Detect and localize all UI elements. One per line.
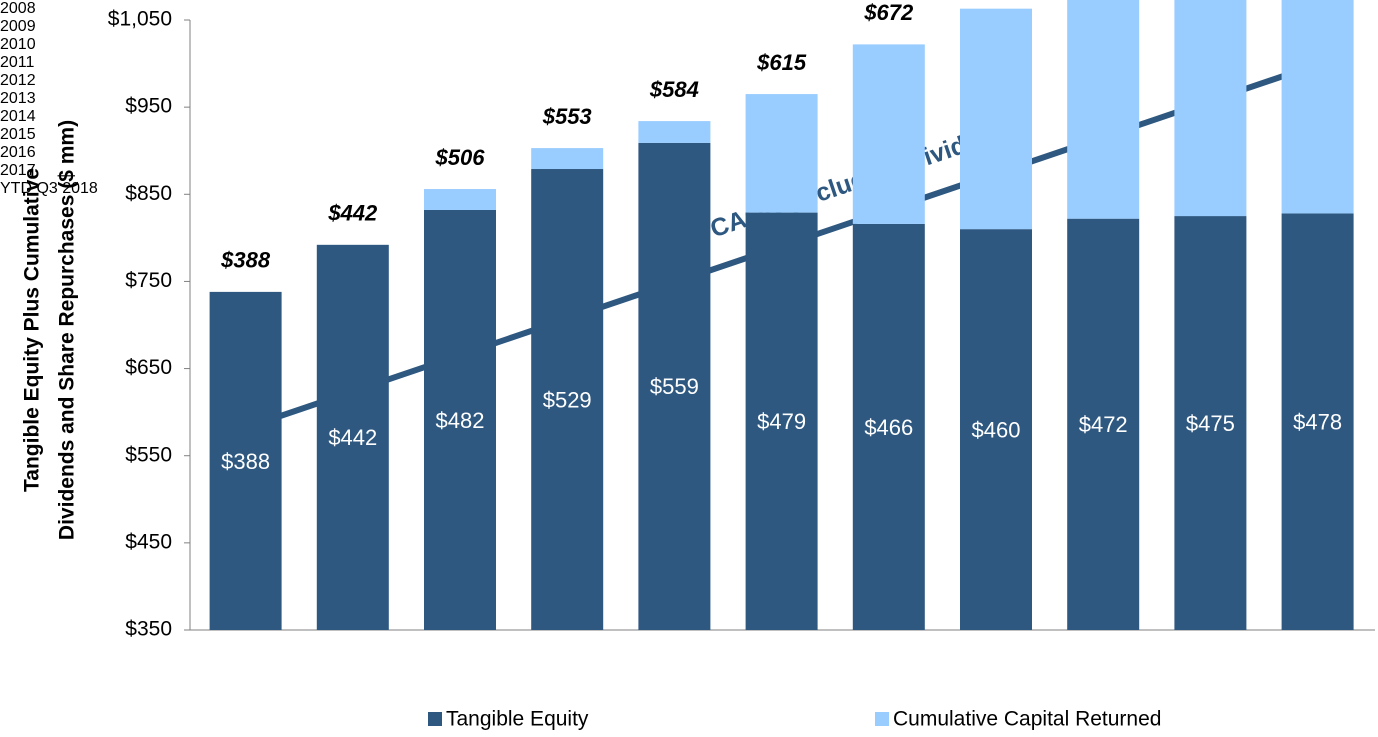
y-tick-label: $650 (125, 356, 172, 379)
legend-label: Tangible Equity (446, 708, 589, 731)
y-axis-title: Tangible Equity Plus Cumulative (21, 168, 44, 492)
legend-swatch (428, 712, 442, 726)
value-label: $529 (543, 387, 592, 412)
x-tick-label: 2014 (0, 108, 36, 125)
value-label: $472 (1079, 412, 1128, 437)
bar-segment (852, 44, 925, 224)
bar-segment (531, 169, 604, 630)
bar-segment (745, 94, 818, 213)
x-tick-label: 2013 (0, 90, 36, 107)
value-label: $442 (328, 425, 377, 450)
value-label: $559 (650, 374, 699, 399)
value-label: $479 (757, 409, 806, 434)
total-label: $388 (220, 248, 271, 273)
bar-segment (424, 209, 496, 630)
total-label: $584 (649, 77, 699, 102)
y-tick-label: $350 (125, 618, 172, 641)
total-label: $442 (327, 201, 378, 226)
total-label: $672 (863, 0, 914, 25)
y-tick-label: $850 (125, 182, 172, 205)
bar-segment (531, 148, 604, 170)
value-label: $388 (221, 449, 270, 474)
bar-segment (1174, 0, 1247, 217)
bar-segment (745, 212, 818, 631)
bar-segment (1281, 213, 1354, 630)
total-label: $553 (542, 104, 592, 129)
bar-segment (316, 244, 389, 631)
x-tick-label: 2010 (0, 36, 36, 53)
x-tick-label: 2009 (0, 18, 36, 35)
bar-segment (1281, 0, 1354, 214)
x-tick-label: 2008 (0, 0, 36, 17)
value-label: $460 (972, 417, 1021, 442)
legend-swatch (875, 712, 889, 726)
x-tick-label: 2011 (0, 54, 35, 71)
total-label: $506 (435, 145, 486, 170)
x-tick-label: 2016 (0, 144, 36, 161)
bar-segment (1067, 218, 1140, 630)
bar-segment (852, 223, 925, 630)
y-axis-title: Dividends and Share Repurchases ($ mm) (56, 120, 79, 540)
bar-segment (638, 121, 711, 143)
total-label: $615 (756, 50, 807, 75)
value-label: $482 (436, 408, 485, 433)
y-tick-label: $550 (125, 443, 172, 466)
y-tick-label: $450 (125, 530, 172, 553)
bar-segment (209, 291, 282, 630)
bar-segment (1174, 216, 1247, 631)
legend-label: Cumulative Capital Returned (893, 708, 1161, 731)
bar-segment (424, 189, 496, 210)
value-label: $478 (1293, 410, 1342, 435)
y-tick-label: $1,050 (108, 8, 172, 31)
x-tick-label: 2017 (0, 162, 36, 179)
bar-segment (638, 142, 711, 630)
x-tick-label: 2015 (0, 126, 36, 143)
bar-segment (1067, 0, 1140, 219)
bar-segment (960, 8, 1032, 230)
value-label: $466 (864, 415, 913, 440)
y-tick-label: $950 (125, 95, 172, 118)
x-tick-label: YTD Q3 2018 (0, 180, 98, 197)
value-label: $475 (1186, 411, 1235, 436)
x-tick-label: 2012 (0, 72, 36, 89)
y-tick-label: $750 (125, 269, 172, 292)
bar-segment (960, 229, 1032, 630)
